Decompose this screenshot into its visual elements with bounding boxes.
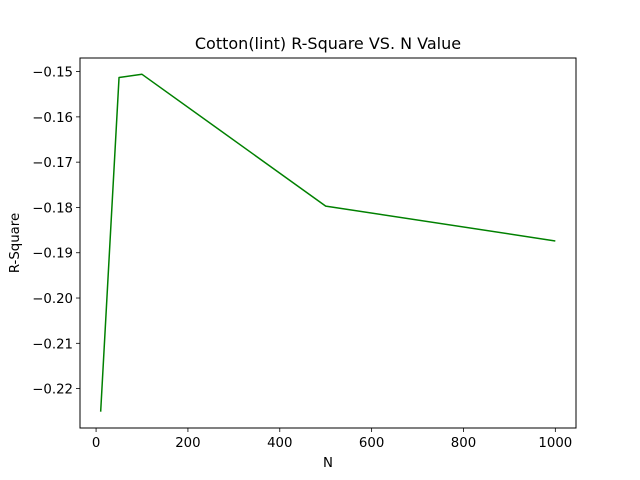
x-tick-label: 1000 [538,436,572,451]
y-tick-label: −0.17 [32,156,73,171]
y-tick-label: −0.20 [32,292,73,307]
x-tick-label: 600 [359,436,384,451]
ticks-layer: 0 200 400 600 800 1000 −0.15 −0.16 −0.17 −0.18 −0.… [32,66,572,451]
series-layer [99,73,556,412]
x-tick-label: 800 [451,436,476,451]
chart-title: Cotton(lint) R-Square VS. N Value [195,34,461,53]
y-tick-label: −0.19 [32,247,73,262]
y-tick-label: −0.21 [32,337,73,352]
x-tick-label: 200 [175,436,200,451]
y-tick-label: −0.18 [32,201,73,216]
x-tick-label: 400 [267,436,292,451]
y-axis-title: R-Square [8,213,23,273]
series-line [99,73,556,412]
x-tick-label: 0 [92,436,100,451]
plot-frame [79,57,577,429]
y-tick-label: −0.22 [32,383,73,398]
y-tick-label: −0.15 [32,66,73,81]
y-tick-label: −0.16 [32,111,73,126]
x-axis-title: N [323,456,333,471]
